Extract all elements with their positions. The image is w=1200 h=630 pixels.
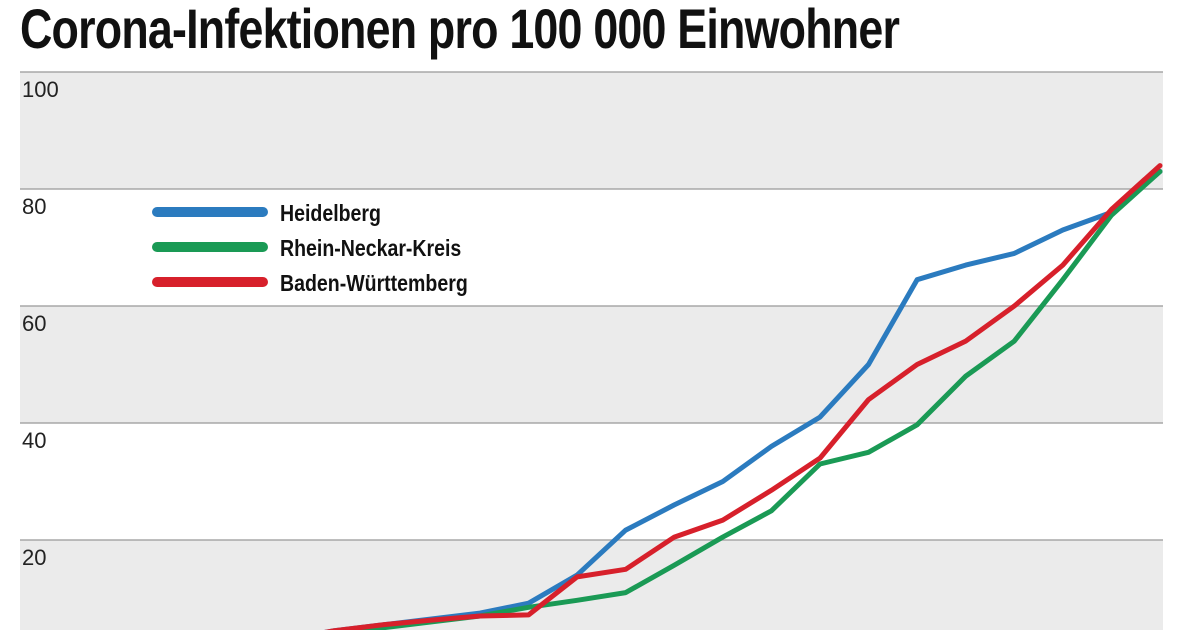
y-tick-label: 20 [22, 545, 46, 570]
series-line-baden-w-rttemberg [324, 163, 1163, 630]
series-line-rhein-neckar-kreis [343, 169, 1163, 630]
legend-label: Baden-Württemberg [280, 271, 468, 297]
series-line-heidelberg [324, 169, 1163, 630]
y-tick-label: 40 [22, 428, 46, 453]
background-band [20, 72, 1163, 189]
y-tick-label: 100 [22, 77, 59, 102]
background-band [20, 540, 1163, 630]
legend-label: Heidelberg [280, 201, 381, 227]
legend-label: Rhein-Neckar-Kreis [280, 236, 461, 262]
chart-title: Corona-Infektionen pro 100 000 Einwohner [20, 0, 900, 60]
y-tick-label: 60 [22, 311, 46, 336]
y-tick-label: 80 [22, 194, 46, 219]
background-band [20, 306, 1163, 423]
